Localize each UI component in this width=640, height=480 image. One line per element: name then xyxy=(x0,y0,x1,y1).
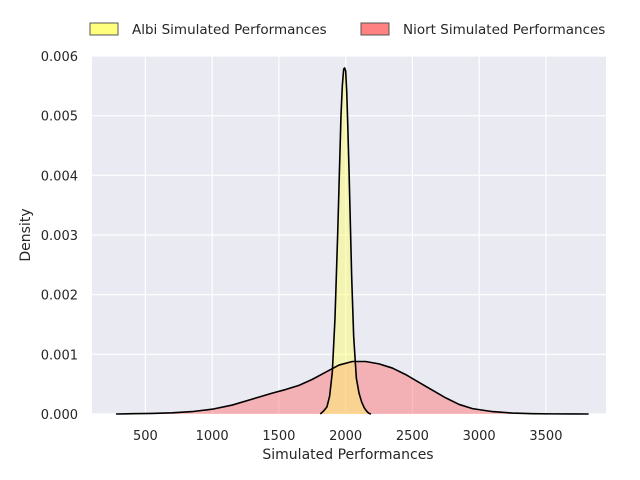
y-tick-label: 0.005 xyxy=(41,110,78,125)
y-tick-label: 0.004 xyxy=(41,169,78,184)
y-tick-label: 0.003 xyxy=(41,229,78,244)
x-tick-label: 500 xyxy=(133,429,158,444)
x-tick-label: 1000 xyxy=(196,429,229,444)
density-line-0 xyxy=(319,67,372,415)
x-tick-label: 2500 xyxy=(396,429,429,444)
legend-label: Albi Simulated Performances xyxy=(132,22,327,38)
grid xyxy=(92,55,606,415)
y-tick-label: 0.000 xyxy=(41,408,78,423)
x-axis-title: Simulated Performances xyxy=(262,447,433,463)
y-axis-title: Density xyxy=(18,208,34,261)
legend-label: Niort Simulated Performances xyxy=(403,22,605,38)
density-areas xyxy=(116,67,589,415)
x-tick-label: 3500 xyxy=(529,429,562,444)
y-tick-label: 0.006 xyxy=(41,50,78,65)
x-tick-labels: 500 1000 1500 2000 2500 3000 3500 xyxy=(133,429,562,444)
density-area-0 xyxy=(320,67,372,415)
x-tick-label: 3000 xyxy=(463,429,496,444)
x-tick-label: 1500 xyxy=(262,429,295,444)
y-tick-label: 0.002 xyxy=(41,289,78,304)
legend-swatch xyxy=(89,22,119,36)
density-line-1 xyxy=(116,360,589,415)
density-area-1 xyxy=(116,361,589,414)
legend-swatch xyxy=(360,22,390,36)
y-tick-labels: 0.000 0.001 0.002 0.003 0.004 0.005 0.006 xyxy=(41,50,78,423)
x-tick-label: 2000 xyxy=(329,429,362,444)
legend: Albi Simulated Performances Niort Simulat… xyxy=(89,22,605,38)
y-tick-label: 0.001 xyxy=(41,348,78,363)
